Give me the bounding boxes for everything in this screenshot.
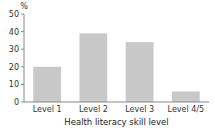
y-tick: [21, 31, 24, 32]
bars: [33, 33, 200, 102]
y-tick: [21, 14, 24, 15]
y-axis-label: %: [20, 2, 28, 11]
bar: [172, 91, 200, 102]
x-axis-label: Health literacy skill level: [64, 117, 168, 127]
x-tick-label: Level 2: [79, 105, 108, 114]
y-tick-label: 0: [14, 98, 19, 107]
y-axis-line: [24, 14, 25, 102]
x-tick-label: Level 3: [125, 105, 154, 114]
y-tick-label: 50: [9, 10, 19, 19]
y-tick-label: 20: [9, 63, 19, 72]
y-tick: [21, 49, 24, 50]
x-tick-label: Level 4/5: [168, 105, 205, 114]
y-tick: [21, 66, 24, 67]
y-tick-label: 10: [9, 80, 19, 89]
bar: [80, 33, 108, 102]
bar: [33, 67, 61, 102]
x-tick-label: Level 1: [33, 105, 62, 114]
y-tick-label: 30: [9, 45, 19, 54]
y-tick-label: 40: [9, 28, 19, 37]
y-tick: [21, 84, 24, 85]
chart: 0 10 20 30 40 50% Level 1 Level 2 Level 3 Level 4…: [0, 0, 215, 132]
x-axis-line: [24, 102, 209, 103]
y-tick: [21, 102, 24, 103]
bar: [126, 42, 154, 102]
